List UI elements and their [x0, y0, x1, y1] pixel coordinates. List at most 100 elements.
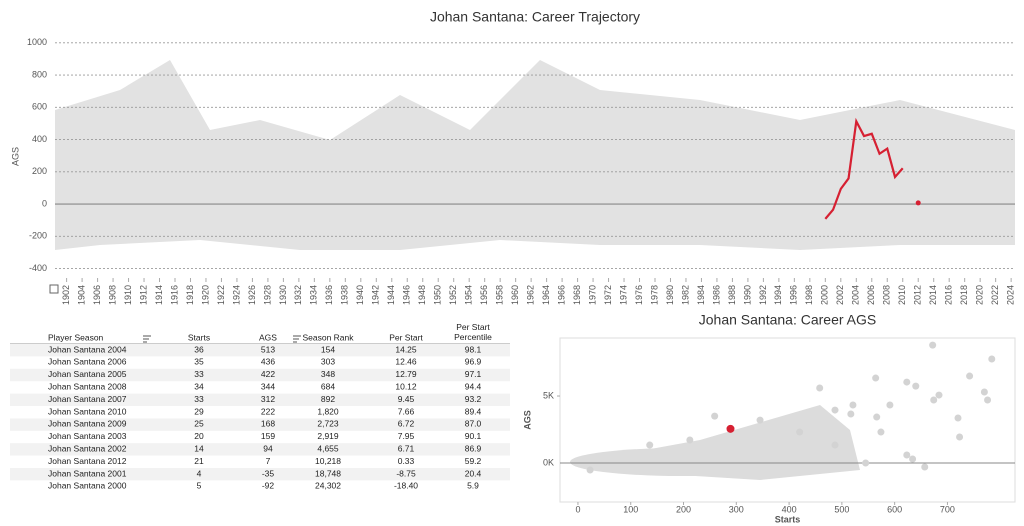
x-tick-label: 0: [575, 504, 580, 514]
chart-title: Johan Santana: Career Trajectory: [430, 9, 640, 25]
background-cloud: [580, 405, 860, 480]
table-cell: Johan Santana 2008: [48, 381, 127, 391]
table-cell: 684: [321, 381, 335, 391]
table-cell: 89.4: [465, 406, 482, 416]
table-cell: 36: [194, 344, 204, 354]
x-tick-label: 1976: [634, 285, 644, 305]
x-tick-label: 1994: [773, 285, 783, 305]
y-tick-label: 200: [32, 166, 47, 176]
x-axis-label: Starts: [775, 514, 801, 524]
scatter-point: [847, 410, 855, 418]
table-cell: 14: [194, 443, 204, 453]
table-cell: 94.4: [465, 381, 482, 391]
column-header: Starts: [188, 332, 210, 342]
table-cell: -92: [262, 481, 275, 491]
header-line: Percentile: [454, 332, 492, 342]
table-cell: 5.9: [467, 481, 479, 491]
table-cell: 312: [261, 394, 275, 404]
x-tick-label: 1936: [324, 285, 334, 305]
table-cell: 93.2: [465, 394, 482, 404]
expand-icon[interactable]: [49, 284, 59, 294]
x-tick-label: 2000: [820, 285, 830, 305]
scatter-point: [796, 428, 804, 436]
x-tick-label: 1950: [433, 285, 443, 305]
table-cell: 7.66: [398, 406, 415, 416]
x-tick-label: 1958: [495, 285, 505, 305]
x-tick-label: 1948: [417, 285, 427, 305]
scatter-point: [921, 463, 929, 471]
row-band: [10, 418, 510, 431]
x-tick-label: 1968: [572, 285, 582, 305]
x-tick-label: 1946: [402, 285, 412, 305]
table-cell: 7: [266, 456, 271, 466]
table-cell: 96.9: [465, 357, 482, 367]
chart-title: Johan Santana: Career AGS: [699, 312, 876, 328]
scatter-point: [966, 372, 974, 380]
column-header: Player Season: [48, 332, 104, 342]
x-tick-label: 1980: [665, 285, 675, 305]
y-tick-label: 400: [32, 134, 47, 144]
table-cell: 436: [261, 357, 275, 367]
scatter-point: [877, 428, 885, 436]
y-axis-label: AGS: [10, 147, 20, 166]
column-header: Per Start: [389, 332, 423, 342]
x-tick-label: 1906: [92, 285, 102, 305]
x-tick-label: 1952: [448, 285, 458, 305]
table-cell: -35: [262, 468, 275, 478]
x-tick-label: 2020: [975, 285, 985, 305]
scatter-point: [686, 436, 694, 444]
row-band: [10, 443, 510, 456]
x-tick-label: 1972: [603, 285, 613, 305]
table-cell: 159: [261, 431, 275, 441]
table-cell: Johan Santana 2006: [48, 357, 127, 367]
table-cell: Johan Santana 2005: [48, 369, 127, 379]
x-tick-label: 500: [834, 504, 849, 514]
x-tick-label: 1942: [371, 285, 381, 305]
y-tick-label: 5K: [543, 390, 554, 400]
x-tick-label: 2006: [866, 285, 876, 305]
table-cell: -18.40: [394, 481, 418, 491]
x-tick-label: 1998: [804, 285, 814, 305]
scatter-point: [954, 414, 962, 422]
x-tick-label: 1924: [231, 285, 241, 305]
table-cell: 168: [261, 419, 275, 429]
y-tick-label: -400: [29, 263, 47, 273]
column-header: Per Start Percentile: [454, 322, 492, 342]
table-cell: 29: [194, 406, 204, 416]
table-cell: Johan Santana 2000: [48, 481, 127, 491]
table-cell: 21: [194, 456, 204, 466]
y-tick-label: 0K: [543, 457, 554, 467]
column-header: AGS: [259, 332, 277, 342]
table-cell: 9.45: [398, 394, 415, 404]
scatter-point: [849, 401, 857, 409]
table-cell: Johan Santana 2002: [48, 443, 127, 453]
table-cell: 4,655: [317, 443, 339, 453]
table-cell: 25: [194, 419, 204, 429]
x-tick-label: 1938: [340, 285, 350, 305]
table-cell: 222: [261, 406, 275, 416]
table-cell: 2,919: [317, 431, 339, 441]
table-cell: 33: [194, 394, 204, 404]
x-tick-label: 2010: [897, 285, 907, 305]
table-cell: 86.9: [465, 443, 482, 453]
x-tick-label: 1992: [758, 285, 768, 305]
x-tick-label: 1986: [711, 285, 721, 305]
scatter-point: [872, 374, 880, 382]
x-tick-label: 1910: [123, 285, 133, 305]
x-tick-label: 2004: [851, 285, 861, 305]
x-tick-label: 1982: [680, 285, 690, 305]
x-tick-label: 2022: [990, 285, 1000, 305]
x-tick-label: 200: [676, 504, 691, 514]
table-cell: 97.1: [465, 369, 482, 379]
table-cell: 1,820: [317, 406, 339, 416]
scatter-point: [831, 441, 839, 449]
x-tick-label: 2002: [835, 285, 845, 305]
header-line: Per Start: [456, 322, 490, 332]
table-cell: 10.12: [395, 381, 417, 391]
table-cell: Johan Santana 2003: [48, 431, 127, 441]
table-cell: Johan Santana 2010: [48, 406, 127, 416]
x-tick-label: 2018: [959, 285, 969, 305]
sort-icon[interactable]: [143, 335, 301, 343]
scatter-point: [984, 396, 992, 404]
